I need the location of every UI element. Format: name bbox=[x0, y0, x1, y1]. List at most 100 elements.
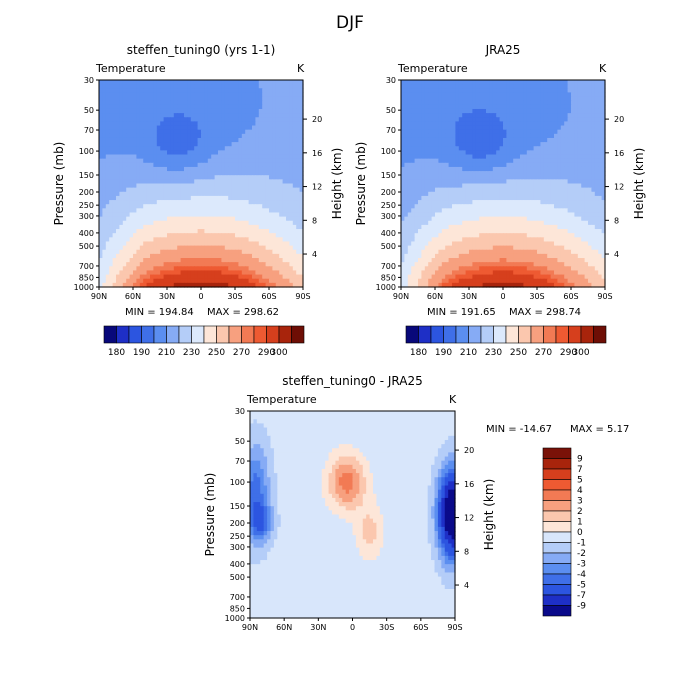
field-cell bbox=[122, 80, 127, 85]
field-cell bbox=[598, 100, 603, 106]
field-cell bbox=[204, 274, 209, 280]
field-cell bbox=[275, 92, 280, 98]
field-cell bbox=[581, 113, 586, 118]
y-tick-label: 250 bbox=[79, 201, 94, 210]
field-cell bbox=[272, 146, 277, 151]
field-cell bbox=[102, 104, 107, 110]
field-cell bbox=[499, 121, 504, 127]
field-cell bbox=[160, 183, 165, 189]
field-cell bbox=[204, 92, 209, 98]
field-cell bbox=[421, 166, 426, 172]
field-cell bbox=[194, 282, 199, 288]
field-cell bbox=[404, 146, 409, 151]
field-cell bbox=[258, 249, 263, 255]
field-cell bbox=[574, 108, 579, 114]
field-cell bbox=[577, 179, 582, 185]
field-cell bbox=[119, 108, 124, 114]
field-cell bbox=[299, 187, 304, 193]
field-cell bbox=[116, 92, 120, 98]
field-cell bbox=[197, 125, 202, 131]
field-cell bbox=[231, 175, 236, 180]
field-cell bbox=[571, 117, 575, 122]
field-cell bbox=[136, 162, 141, 168]
field-cell bbox=[448, 137, 453, 143]
field-cell bbox=[211, 162, 216, 168]
field-cell bbox=[136, 274, 141, 280]
field-cell bbox=[581, 92, 586, 98]
field-cell bbox=[143, 258, 148, 263]
field-cell bbox=[201, 125, 205, 131]
field-cell bbox=[438, 96, 443, 102]
field-cell bbox=[119, 100, 124, 106]
field-cell bbox=[543, 195, 548, 201]
field-cell bbox=[554, 92, 558, 98]
field-cell bbox=[506, 175, 511, 180]
field-cell bbox=[112, 88, 117, 94]
field-cell bbox=[292, 129, 297, 135]
field-cell bbox=[282, 204, 287, 209]
field-cell bbox=[133, 146, 137, 151]
field-cell bbox=[235, 166, 239, 172]
field-cell bbox=[160, 270, 165, 276]
field-cell bbox=[146, 108, 151, 114]
field-cell bbox=[401, 121, 405, 127]
field-cell bbox=[292, 113, 297, 118]
field-cell bbox=[218, 125, 222, 131]
field-cell bbox=[153, 183, 158, 189]
field-cell bbox=[184, 245, 188, 251]
field-cell bbox=[112, 237, 117, 243]
field-cell bbox=[258, 117, 263, 122]
field-cell bbox=[489, 183, 494, 189]
field-cell bbox=[153, 220, 158, 226]
field-cell bbox=[197, 258, 202, 263]
field-cell bbox=[452, 96, 456, 102]
field-cell bbox=[564, 121, 569, 127]
field-cell bbox=[99, 212, 103, 218]
field-cell bbox=[146, 121, 151, 127]
field-cell bbox=[279, 154, 284, 160]
field-cell bbox=[133, 154, 137, 160]
field-cell bbox=[112, 108, 117, 114]
colorbar-swatch bbox=[278, 325, 292, 344]
field-cell bbox=[537, 171, 541, 176]
field-cell bbox=[248, 224, 253, 230]
field-cell bbox=[204, 258, 209, 263]
field-cell bbox=[194, 92, 199, 98]
field-cell bbox=[503, 187, 507, 193]
field-cell bbox=[564, 154, 569, 160]
field-cell bbox=[421, 187, 426, 193]
field-cell bbox=[441, 142, 446, 147]
field-cell bbox=[424, 208, 429, 214]
field-cell bbox=[492, 179, 497, 185]
field-cell bbox=[153, 88, 158, 94]
field-cell bbox=[594, 129, 599, 135]
field-cell bbox=[520, 195, 524, 201]
field-cell bbox=[258, 104, 263, 110]
field-cell bbox=[258, 216, 263, 222]
field-cell bbox=[255, 113, 260, 118]
field-cell bbox=[564, 195, 569, 201]
field-cell bbox=[241, 212, 246, 218]
field-cell bbox=[136, 258, 141, 263]
field-cell bbox=[105, 154, 110, 160]
field-cell bbox=[448, 129, 453, 135]
field-cell bbox=[265, 129, 270, 135]
field-cell bbox=[231, 183, 236, 189]
field-cell bbox=[475, 150, 480, 156]
field-cell bbox=[184, 142, 188, 147]
field-cell bbox=[112, 233, 117, 238]
field-cell bbox=[187, 216, 192, 222]
field-cell bbox=[156, 249, 161, 255]
field-cell bbox=[207, 200, 212, 205]
field-cell bbox=[289, 158, 294, 164]
field-cell bbox=[567, 158, 572, 164]
field-cell bbox=[513, 133, 518, 139]
field-cell bbox=[262, 282, 267, 288]
field-cell bbox=[136, 150, 141, 156]
field-cell bbox=[418, 171, 422, 176]
field-cell bbox=[197, 142, 202, 147]
field-cell bbox=[472, 191, 477, 197]
field-cell bbox=[299, 262, 304, 267]
field-cell bbox=[414, 179, 419, 185]
field-cell bbox=[296, 237, 301, 243]
